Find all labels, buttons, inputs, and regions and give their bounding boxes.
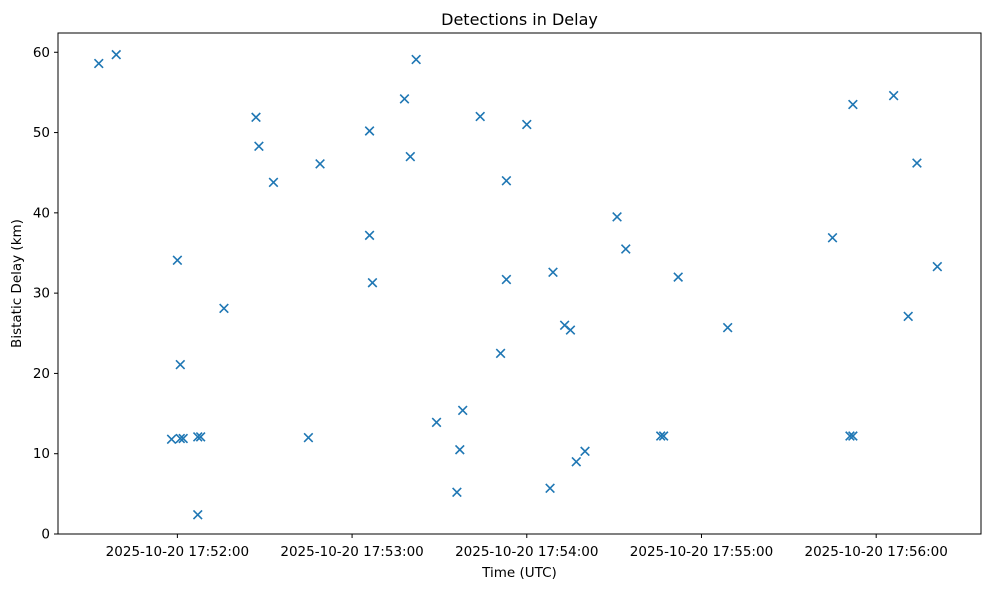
data-point-marker: [658, 431, 669, 441]
data-point-marker: [565, 325, 576, 335]
x-tick-label: 2025-10-20 17:52:00: [106, 544, 249, 560]
data-point-marker: [219, 303, 229, 314]
data-point-marker: [192, 431, 203, 442]
data-point-marker: [405, 151, 416, 162]
data-point-marker: [411, 54, 422, 65]
y-tick-label: 50: [33, 125, 50, 141]
data-point-marker: [431, 417, 442, 428]
data-point-marker: [612, 211, 622, 222]
x-axis-ticks: 2025-10-20 17:52:00 2025-10-20 17:53:00 20…: [106, 534, 948, 560]
data-point-marker: [111, 49, 122, 60]
data-point-marker: [175, 359, 186, 370]
data-point-marker: [845, 431, 855, 441]
y-tick-label: 40: [33, 205, 50, 221]
data-point-marker: [172, 255, 183, 266]
chart-title: Detections in Delay: [441, 10, 598, 29]
data-point-marker: [303, 432, 314, 443]
data-point-marker: [268, 177, 279, 188]
data-point-marker: [521, 119, 532, 130]
data-point-marker: [655, 431, 666, 441]
plot-frame: [57, 32, 982, 535]
data-point-marker: [888, 90, 899, 101]
data-point-marker: [620, 244, 631, 254]
data-point-marker: [912, 158, 922, 168]
data-point-marker: [367, 277, 378, 288]
data-point-marker: [364, 126, 375, 136]
y-tick-label: 20: [33, 366, 50, 382]
data-point-marker: [571, 456, 582, 467]
data-point-marker: [457, 405, 468, 416]
data-point-marker: [903, 311, 914, 322]
data-point-marker: [545, 483, 555, 494]
data-point-marker: [192, 509, 203, 520]
data-point-marker: [932, 261, 943, 272]
data-point-marker: [166, 434, 177, 445]
data-point-marker: [501, 175, 512, 186]
data-point-marker: [254, 141, 264, 152]
y-axis-ticks: 0 10 20 30 40 50 60: [33, 45, 58, 543]
data-point-marker: [452, 487, 462, 498]
data-point-marker: [548, 267, 558, 278]
x-tick-label: 2025-10-20 17:54:00: [455, 544, 598, 560]
data-point-marker: [399, 93, 410, 104]
plot-area: [58, 33, 981, 534]
data-point-marker: [673, 272, 684, 282]
data-point-marker: [722, 322, 733, 333]
data-point-marker: [93, 58, 104, 69]
data-point-marker: [827, 232, 838, 243]
data-point-marker: [364, 230, 375, 241]
data-point-marker: [195, 431, 206, 442]
data-point-marker: [848, 431, 858, 441]
data-point-marker: [475, 111, 486, 122]
y-tick-label: 0: [41, 527, 50, 543]
y-tick-label: 10: [33, 446, 50, 462]
x-axis-label: Time (UTC): [481, 565, 557, 581]
data-point-marker: [495, 348, 506, 359]
data-point-marker: [175, 433, 186, 444]
x-tick-label: 2025-10-20 17:53:00: [280, 544, 423, 560]
x-tick-label: 2025-10-20 17:55:00: [630, 544, 773, 560]
data-point-marker: [315, 159, 325, 169]
markers-group: [93, 49, 943, 520]
y-tick-label: 30: [33, 286, 50, 302]
data-point-marker: [580, 446, 590, 457]
data-point-marker: [251, 112, 261, 123]
x-tick-label: 2025-10-20 17:56:00: [804, 544, 947, 560]
y-axis-label: Bistatic Delay (km): [9, 219, 25, 348]
data-point-marker: [848, 99, 858, 110]
y-tick-label: 60: [33, 45, 50, 61]
data-point-marker: [454, 444, 465, 455]
data-point-marker: [178, 433, 189, 444]
data-point-marker: [501, 274, 512, 285]
